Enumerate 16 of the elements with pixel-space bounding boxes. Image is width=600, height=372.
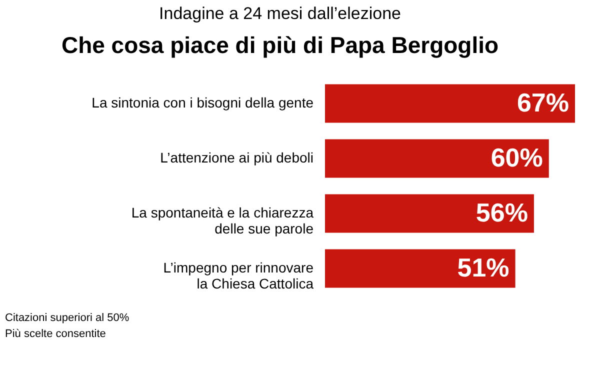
data-label: 67% bbox=[516, 88, 569, 118]
text: Citazioni superiori al 50% bbox=[5, 312, 130, 324]
y-tick-label: L’attenzione ai più deboli bbox=[160, 150, 314, 166]
data-label: 56% bbox=[476, 198, 528, 228]
y-tick-label: La spontaneità e la chiarezza delle sue parole bbox=[131, 204, 314, 236]
bar bbox=[325, 84, 575, 123]
bar bbox=[325, 249, 516, 288]
text: Più scelte consentite bbox=[5, 328, 106, 340]
chart-title: Che cosa piace di più di Papa Bergoglio bbox=[61, 32, 499, 58]
chart-subtitle: Indagine a 24 mesi dall’elezione bbox=[159, 4, 401, 23]
data-label: 51% bbox=[457, 252, 510, 282]
data-label: 60% bbox=[490, 142, 543, 172]
bar bbox=[325, 194, 534, 233]
y-tick-label: L’impegno per rinnovare la Chiesa Cattolica bbox=[163, 260, 314, 292]
bar bbox=[325, 139, 549, 178]
y-tick-label: La sintonia con i bisogni della gente bbox=[92, 94, 314, 110]
